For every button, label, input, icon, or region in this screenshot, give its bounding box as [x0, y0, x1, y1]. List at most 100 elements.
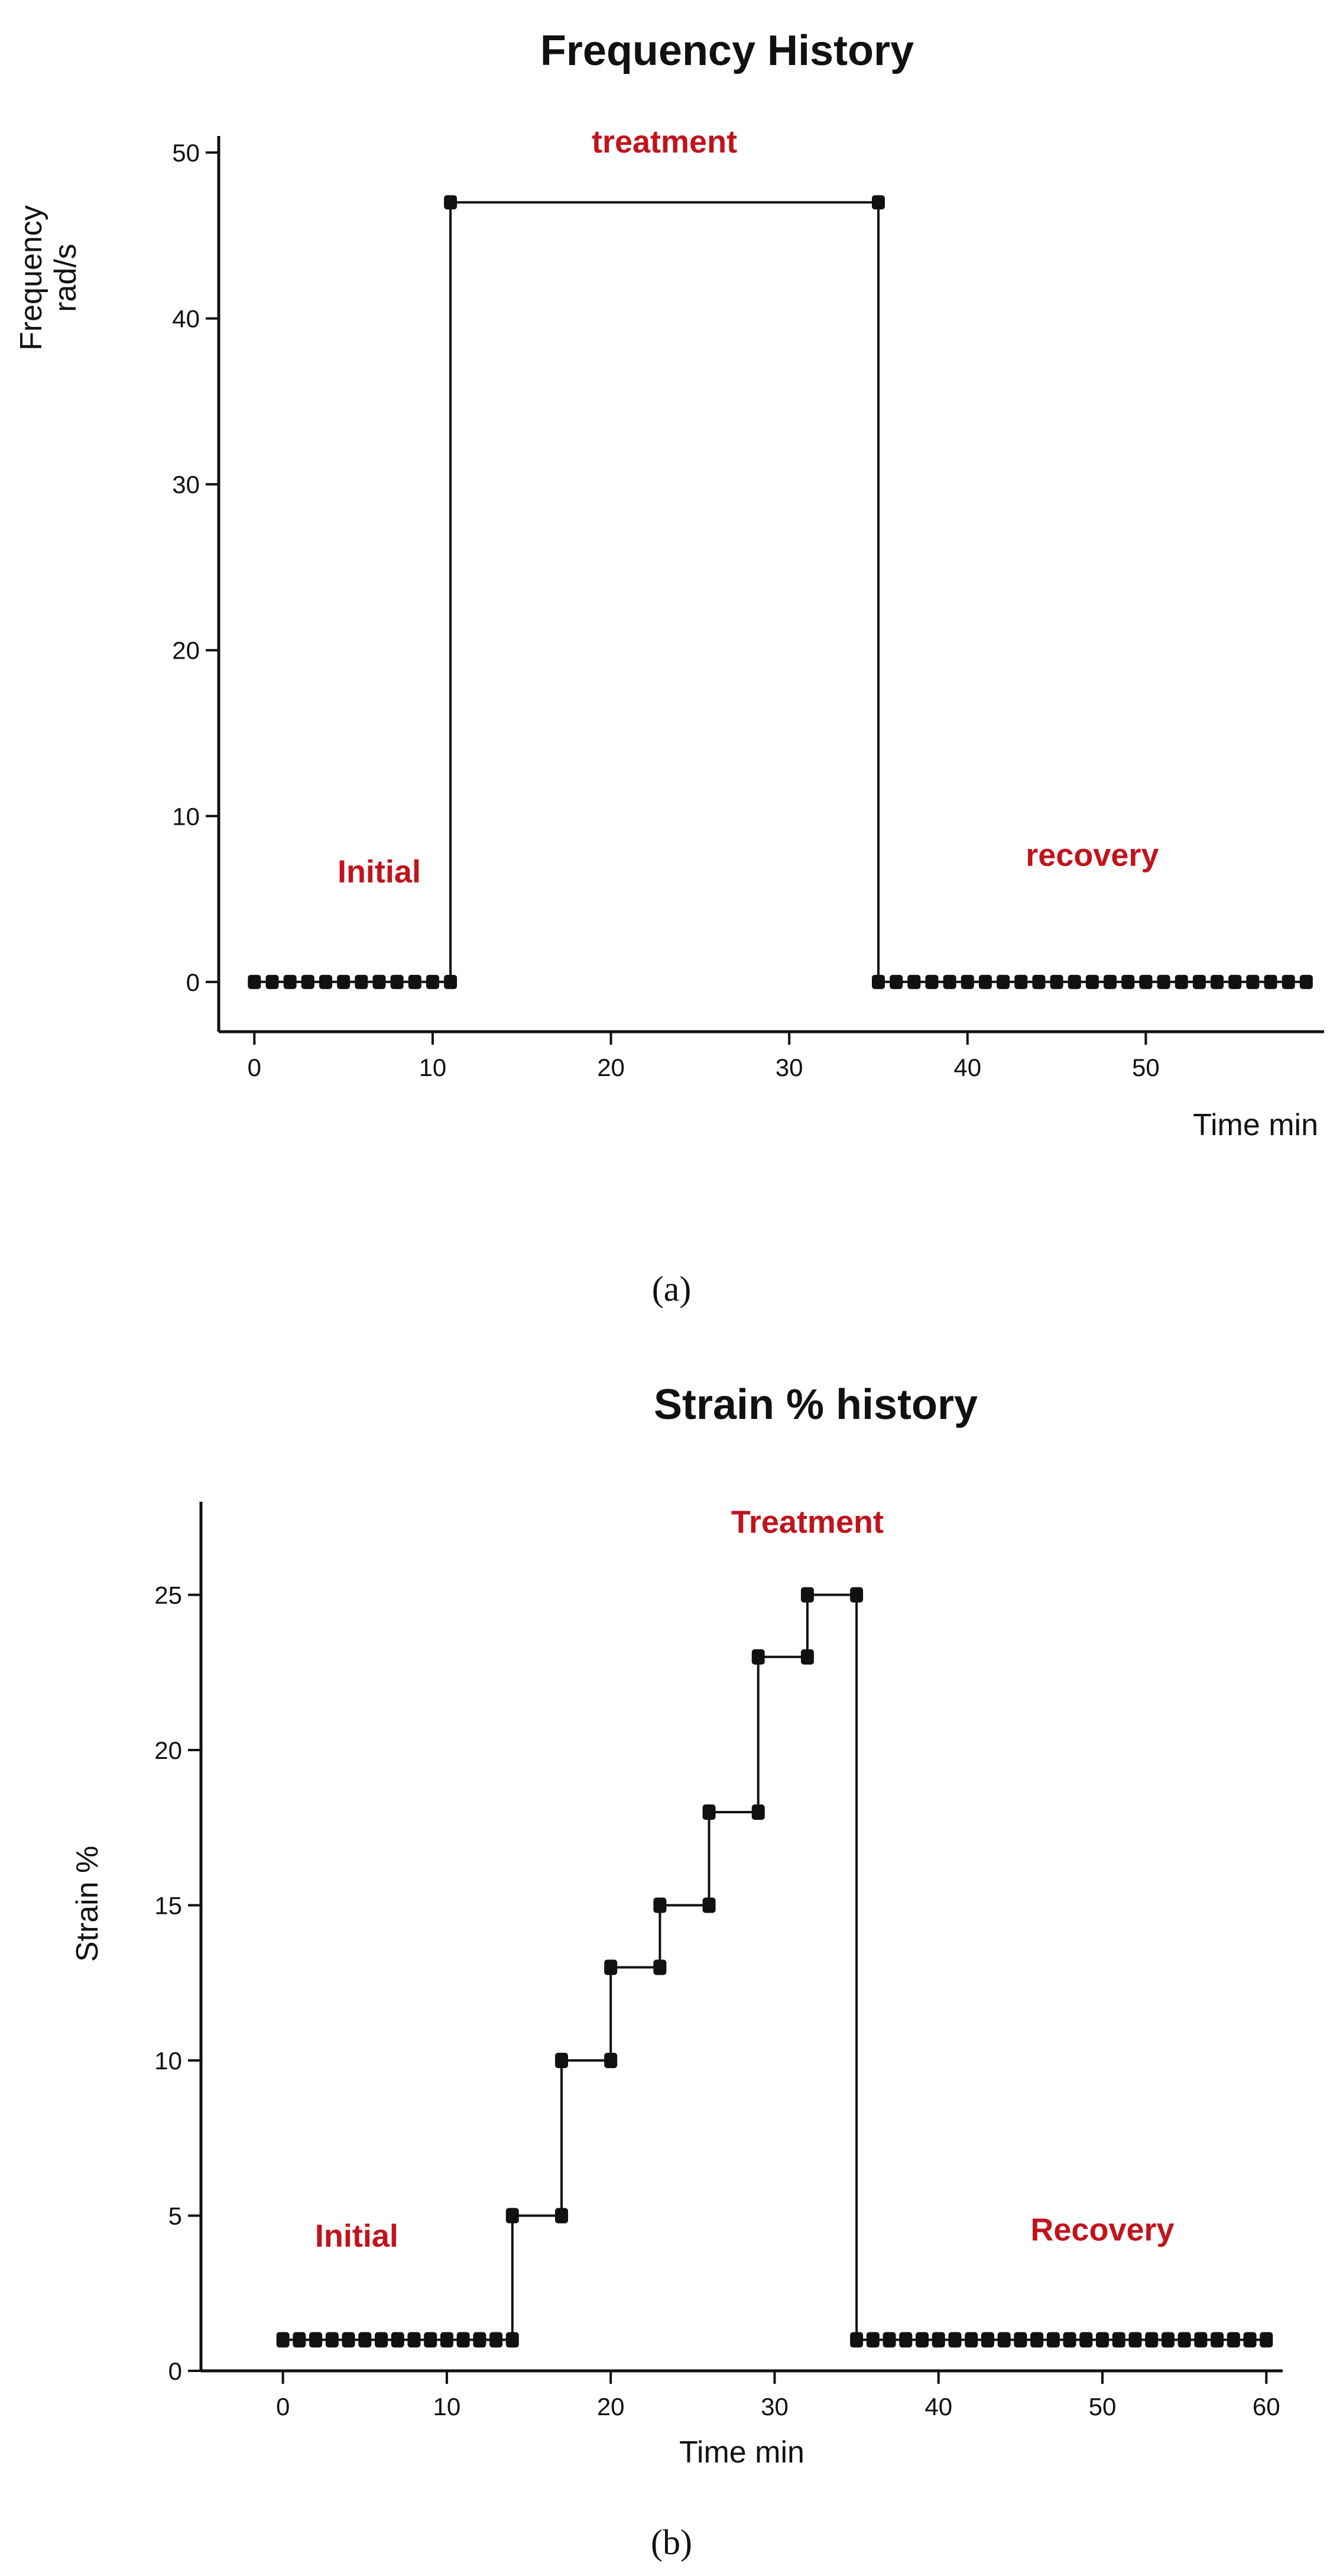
data-point [265, 974, 279, 989]
x-tick-label: 30 [761, 2393, 789, 2421]
data-point [1211, 2332, 1224, 2348]
x-axis-label: Time min [1193, 1108, 1318, 1142]
data-point [850, 1587, 864, 1603]
data-point [1014, 974, 1028, 989]
data-point [1264, 974, 1277, 989]
data-point [1112, 2332, 1125, 2348]
data-point [866, 2332, 880, 2348]
data-point [653, 1897, 667, 1913]
data-point [1161, 2332, 1175, 2348]
y-tick-label: 20 [154, 1736, 182, 1764]
data-point [751, 1804, 765, 1820]
phase-label-initial: Initial [338, 854, 421, 890]
data-point [407, 2332, 421, 2348]
data-point [408, 974, 421, 989]
data-point [965, 2332, 978, 2348]
data-point [1175, 974, 1188, 989]
data-point [978, 974, 992, 989]
data-point [1032, 974, 1046, 989]
data-point [1243, 2332, 1257, 2348]
panel-caption: (b) [651, 2523, 692, 2562]
data-point [391, 2332, 404, 2348]
data-point [1063, 2332, 1076, 2348]
data-point [925, 974, 939, 989]
data-point [1096, 2332, 1109, 2348]
data-point [1046, 2332, 1060, 2348]
data-point [337, 974, 351, 989]
y-tick-label: 5 [168, 2202, 182, 2230]
x-tick-label: 10 [419, 1054, 447, 1081]
data-point [372, 974, 386, 989]
y-axis-label: Frequencyrad/s [14, 205, 83, 351]
data-point [1030, 2332, 1044, 2348]
data-point [871, 195, 885, 210]
data-point [1260, 2332, 1273, 2348]
data-point [871, 974, 885, 989]
x-tick-label: 0 [276, 2393, 290, 2421]
data-point [702, 1804, 716, 1820]
data-point [997, 974, 1010, 989]
data-point [456, 2332, 470, 2348]
data-point [1079, 2332, 1093, 2348]
x-tick-label: 40 [953, 1054, 981, 1081]
data-point [1014, 2332, 1027, 2348]
data-point [358, 2332, 372, 2348]
y-tick-label: 25 [154, 1582, 182, 1609]
y-tick-label: 0 [168, 2357, 182, 2385]
data-point [1192, 974, 1206, 989]
data-point [850, 2332, 864, 2348]
x-tick-label: 20 [597, 2393, 625, 2421]
x-axis-label: Time min [679, 2435, 804, 2470]
data-point [907, 974, 921, 989]
data-point [505, 2208, 519, 2224]
data-point [981, 2332, 994, 2348]
data-point [444, 195, 458, 210]
data-point [283, 974, 297, 989]
data-point [424, 2332, 437, 2348]
x-tick-label: 0 [248, 1054, 261, 1081]
y-tick-label: 0 [186, 968, 200, 996]
data-point [800, 1649, 814, 1665]
data-point [604, 2053, 618, 2068]
data-point [653, 1959, 667, 1975]
x-tick-label: 40 [924, 2393, 952, 2421]
data-point [1145, 2332, 1159, 2348]
data-point [309, 2332, 323, 2348]
data-point [1228, 974, 1242, 989]
chart-panel-b: Strain % history 0 5 10 15 20 25 0 10 20 30 40 50 60 S… [70, 1381, 1283, 2562]
panel-caption: (a) [652, 1269, 692, 1308]
data-point [555, 2053, 568, 2068]
data-point [375, 2332, 388, 2348]
data-point [1050, 974, 1063, 989]
chart-title: Strain % history [654, 1381, 978, 1428]
data-point [883, 2332, 896, 2348]
y-tick-label: 10 [154, 2047, 182, 2075]
data-point [1211, 974, 1224, 989]
data-point [1157, 974, 1170, 989]
data-point [1068, 974, 1081, 989]
data-point [319, 974, 332, 989]
data-point [961, 974, 974, 989]
data-point [932, 2332, 945, 2348]
data-point [890, 974, 903, 989]
y-axis-label-line: Frequency [14, 205, 48, 351]
phase-label-recovery: Recovery [1030, 2212, 1174, 2248]
data-point [1227, 2332, 1240, 2348]
data-point [248, 974, 261, 989]
y-axis-label: Strain % [70, 1846, 105, 1962]
data-point [325, 2332, 339, 2348]
data-point [505, 2332, 519, 2348]
data-point [1282, 974, 1295, 989]
y-tick-label: 40 [172, 305, 200, 333]
data-point [1139, 974, 1153, 989]
y-tick-label: 10 [172, 802, 200, 830]
data-point [555, 2208, 568, 2224]
y-tick-label: 15 [154, 1892, 182, 1920]
data-point [702, 1897, 716, 1913]
data-point [1299, 974, 1313, 989]
chart-title: Frequency History [540, 27, 914, 74]
data-point [342, 2332, 355, 2348]
x-tick-label: 30 [776, 1054, 803, 1081]
data-point [276, 2332, 290, 2348]
